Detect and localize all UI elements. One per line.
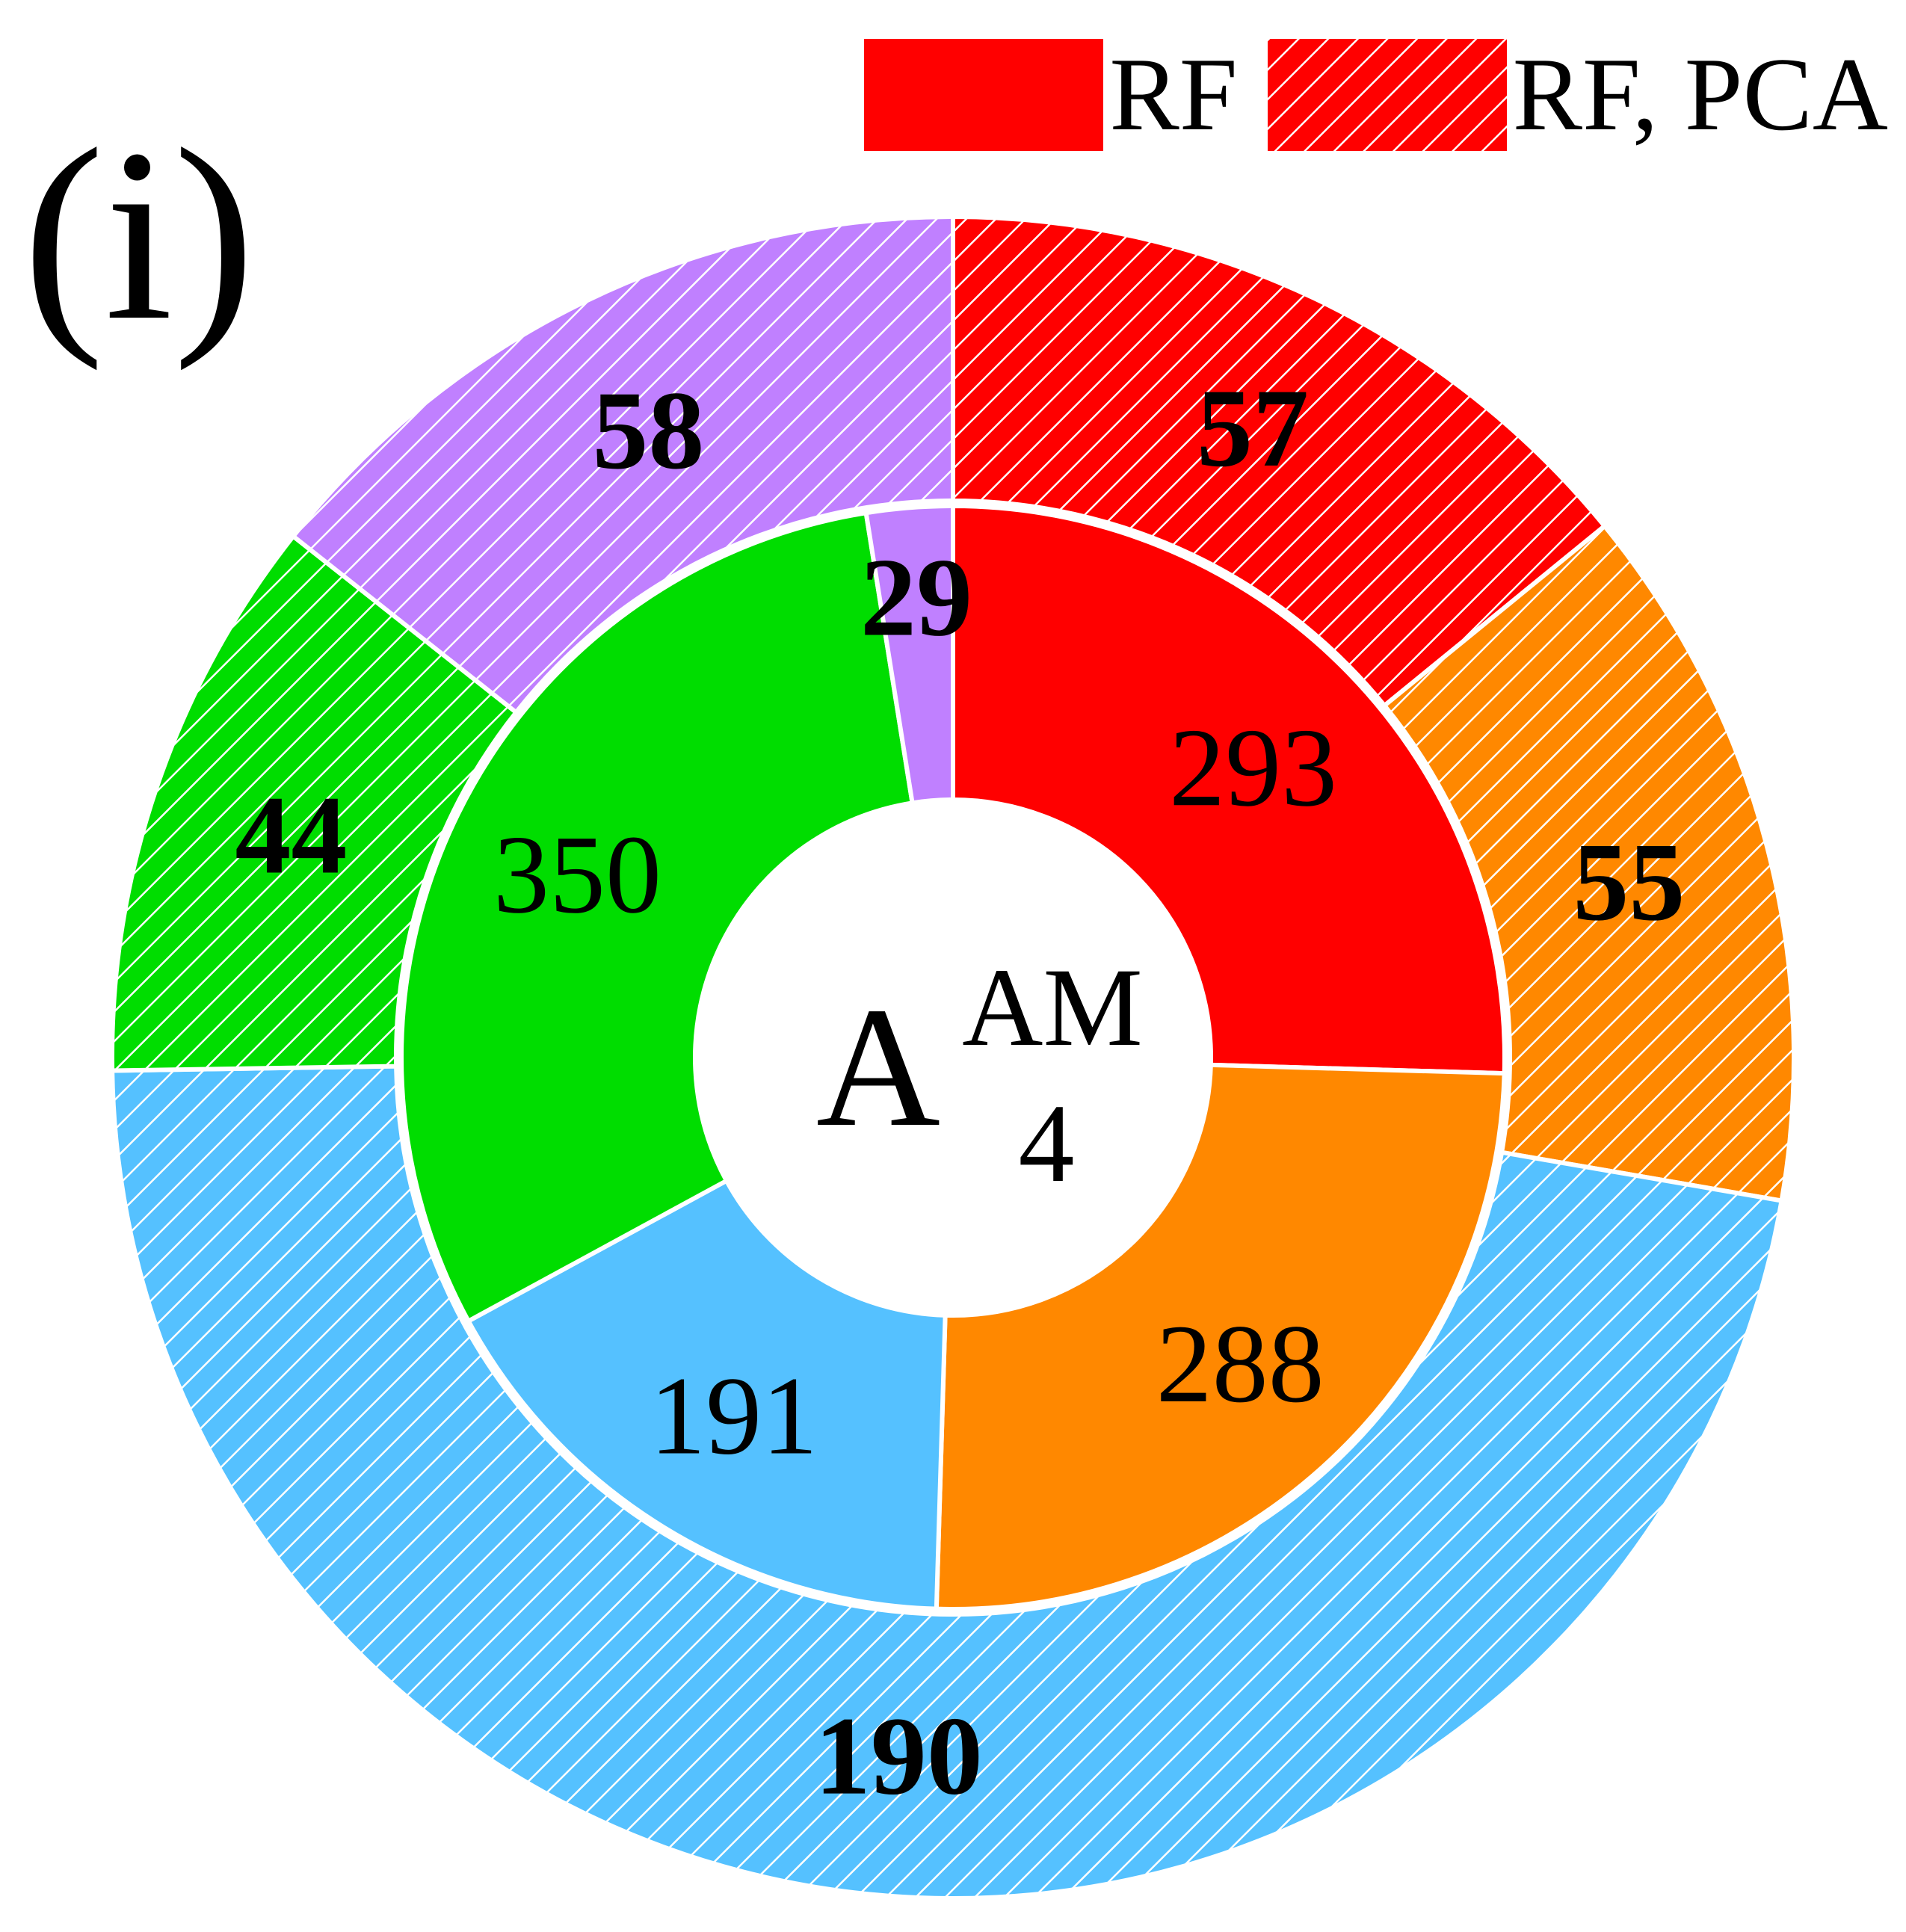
outer-slice-label-purple: 58 [592, 368, 704, 493]
ring-labels: 57 55 190 44 58 293 288 191 350 29 [235, 366, 1685, 1818]
outer-slice-label-orange: 55 [1573, 820, 1685, 944]
outer-slice-purple [290, 214, 955, 716]
outer-slice-red [951, 214, 1608, 709]
panel-label: (i) [22, 99, 256, 371]
inner-slice-blue [465, 1177, 948, 1611]
outer-slice-green [110, 533, 519, 1073]
inner-ring [399, 503, 1508, 1612]
outer-slice-label-blue: 190 [815, 1694, 983, 1818]
outer-slice-label-green: 44 [235, 774, 347, 898]
legend-swatch-rf-pca [1267, 39, 1507, 151]
inner-slice-orange [934, 1062, 1507, 1612]
inner-slice-label-red: 293 [1169, 706, 1337, 830]
legend-swatch-rf [864, 39, 1104, 151]
center-label-main: A [816, 972, 940, 1162]
outer-slice-orange [1381, 522, 1797, 1203]
inner-slice-green [399, 510, 916, 1324]
legend-item-rf: RF [864, 37, 1238, 152]
center-label-superscript: AM [962, 945, 1143, 1070]
inner-slice-label-orange: 288 [1156, 1302, 1324, 1426]
center-label-subscript: 4 [1019, 1081, 1075, 1206]
inner-slice-red [951, 503, 1508, 1076]
legend-label-rf-pca: RF, PCA [1512, 37, 1888, 152]
center-label: A AM 4 [816, 945, 1143, 1206]
outer-slice-blue [110, 1064, 1785, 1901]
legend: RF RF, PCA [834, 39, 1888, 151]
legend-item-rf-pca: RF, PCA [1267, 37, 1888, 152]
inner-slice-label-green: 350 [493, 812, 661, 936]
legend-label-rf: RF [1109, 37, 1238, 152]
outer-slice-label-red: 57 [1197, 366, 1309, 490]
inner-slice-purple [863, 503, 955, 806]
outer-ring [110, 214, 1797, 1901]
inner-slice-label-purple: 29 [860, 535, 972, 659]
inner-slice-label-blue: 191 [650, 1354, 818, 1478]
